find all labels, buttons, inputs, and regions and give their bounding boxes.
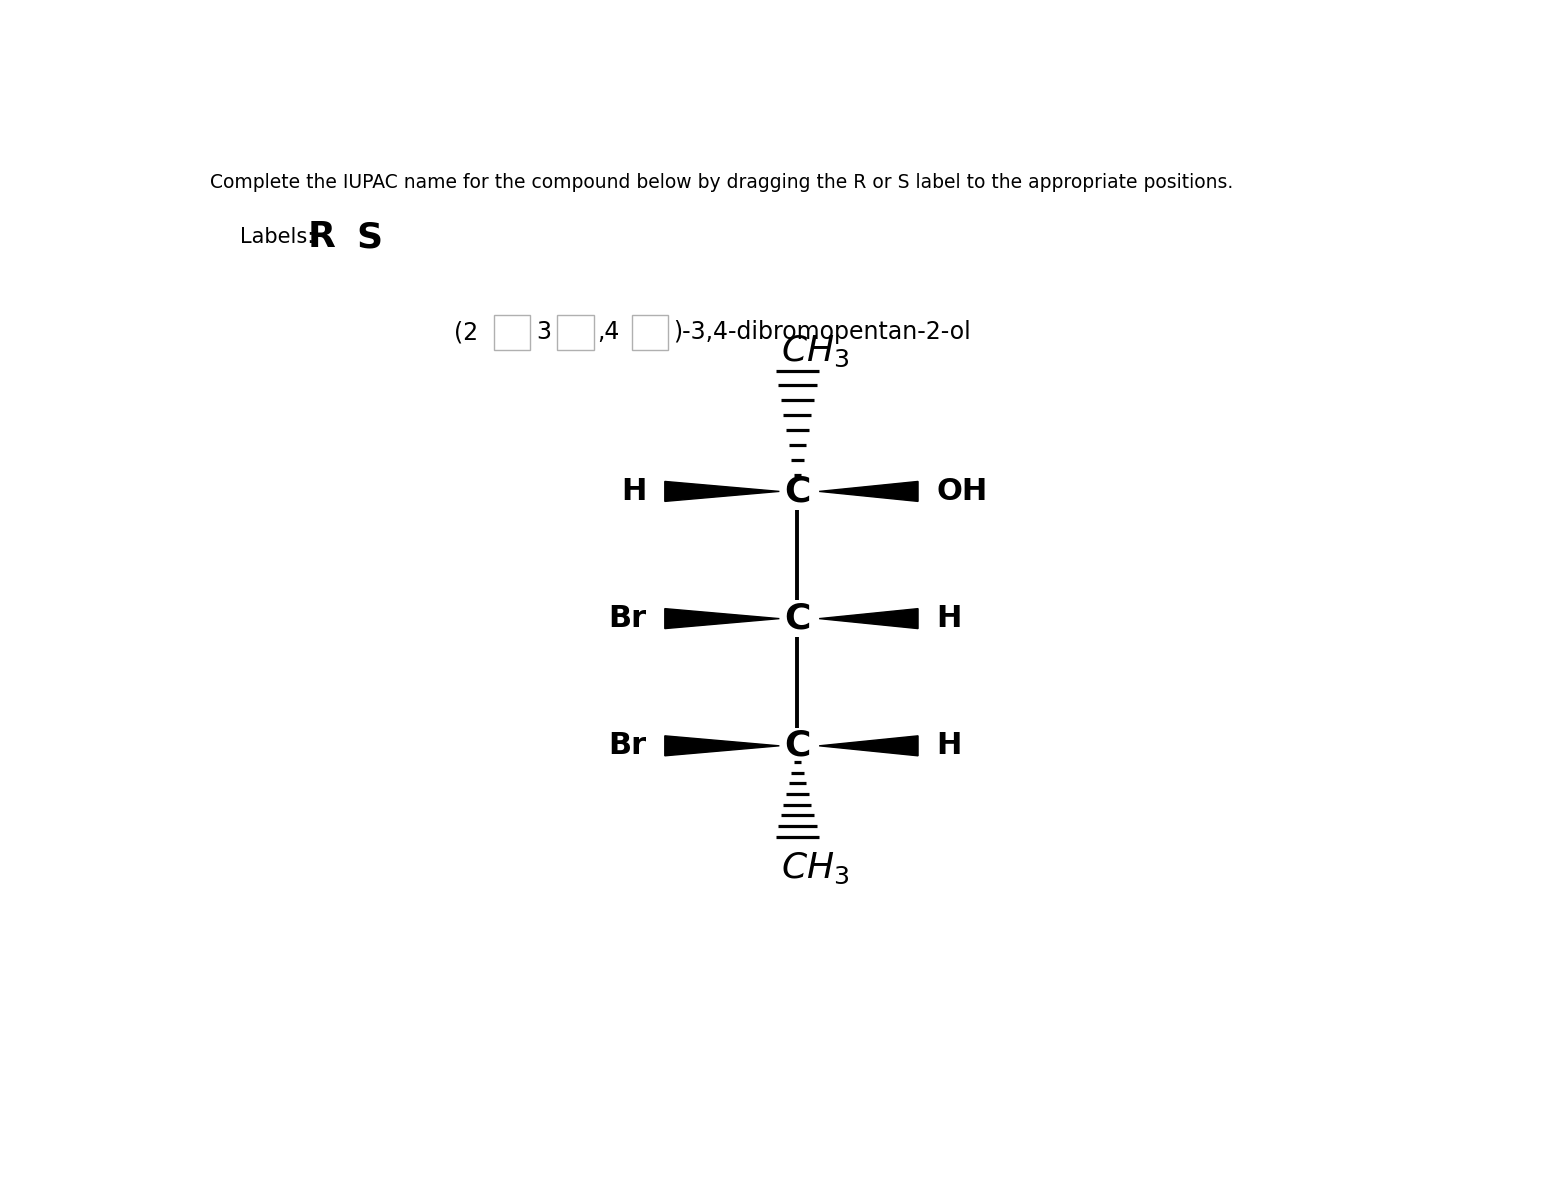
Polygon shape — [664, 481, 780, 501]
Polygon shape — [664, 736, 780, 756]
Text: C: C — [784, 474, 811, 509]
Text: H: H — [621, 477, 647, 506]
Text: C: C — [784, 729, 811, 762]
Text: Br: Br — [608, 604, 647, 634]
Text: H: H — [937, 604, 962, 634]
Text: Br: Br — [608, 732, 647, 760]
Text: ,4: ,4 — [598, 321, 619, 345]
Text: )-3,4-dibromopentan-2-ol: )-3,4-dibromopentan-2-ol — [674, 321, 971, 345]
Text: Labels:: Labels: — [240, 227, 314, 247]
Text: C: C — [784, 602, 811, 636]
Polygon shape — [818, 736, 918, 756]
Text: S: S — [356, 219, 383, 254]
Text: 3: 3 — [535, 321, 551, 345]
Text: (2: (2 — [454, 321, 478, 345]
Bar — [493, 315, 529, 349]
Text: H: H — [937, 732, 962, 760]
Polygon shape — [818, 609, 918, 629]
Text: OH: OH — [937, 477, 988, 506]
Text: $CH_3$: $CH_3$ — [781, 334, 850, 368]
Text: R: R — [307, 219, 335, 254]
Polygon shape — [664, 609, 780, 629]
Bar — [632, 315, 669, 349]
Text: $CH_3$: $CH_3$ — [781, 851, 850, 886]
Text: Complete the IUPAC name for the compound below by dragging the R or S label to t: Complete the IUPAC name for the compound… — [210, 173, 1234, 192]
Bar — [557, 315, 594, 349]
Polygon shape — [818, 481, 918, 501]
